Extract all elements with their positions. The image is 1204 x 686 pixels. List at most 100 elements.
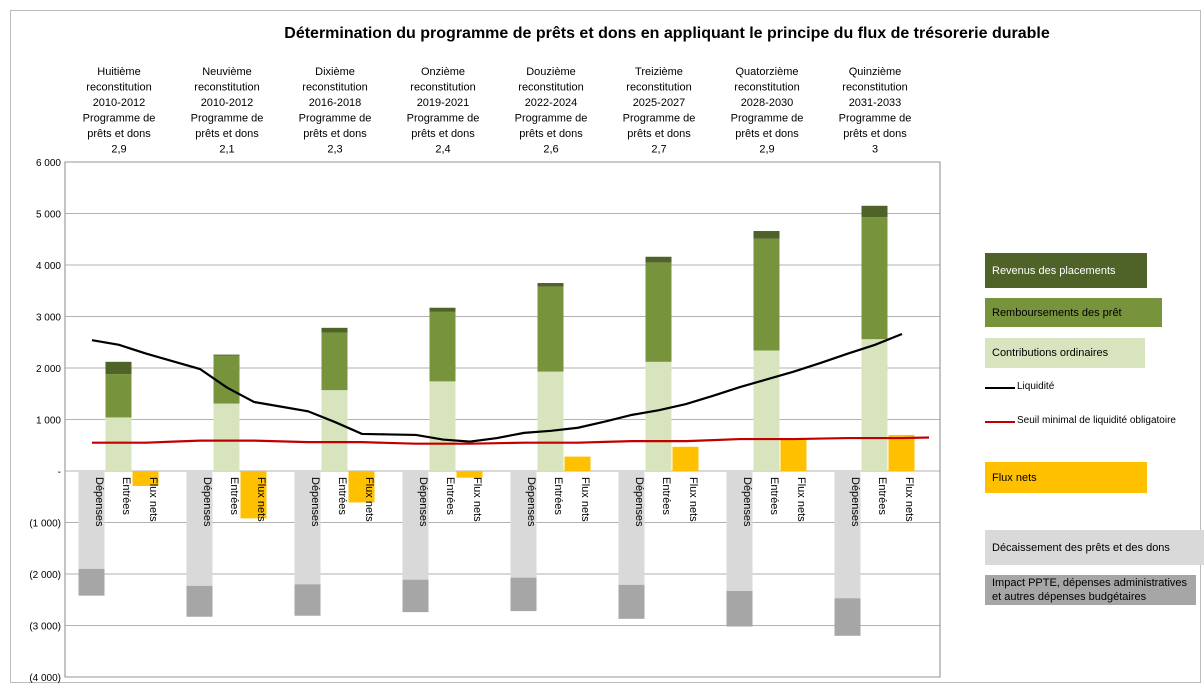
bar <box>510 577 537 612</box>
y-tick-label: 4 000 <box>36 261 61 272</box>
frame <box>10 10 1201 683</box>
bar <box>105 374 132 418</box>
x-tick-label: Flux nets <box>687 477 699 522</box>
bar <box>321 390 348 471</box>
bar <box>618 584 645 619</box>
bar <box>321 327 348 333</box>
bar <box>537 283 564 287</box>
bar <box>105 417 132 471</box>
y-tick-label: (1 000) <box>29 519 61 530</box>
x-tick-label: Dépenses <box>633 477 645 527</box>
bar <box>726 471 753 591</box>
bar <box>213 355 240 404</box>
x-tick-label: Dépenses <box>201 477 213 527</box>
y-tick-label: (2 000) <box>29 570 61 581</box>
bar <box>402 579 429 613</box>
group-label: prêts et dons <box>87 128 151 140</box>
group-label: 2,3 <box>327 144 342 156</box>
group-label: prêts et dons <box>411 128 475 140</box>
y-tick-label: 6 000 <box>36 158 61 169</box>
x-tick-label: Entrées <box>768 477 780 515</box>
group-label: 2031-2033 <box>849 97 902 109</box>
bar <box>672 446 699 471</box>
group-label: reconstitution <box>194 82 259 94</box>
x-tick-label: Flux nets <box>579 477 591 522</box>
legend-label: Décaissement des prêts et des dons <box>992 541 1170 554</box>
group-label: prêts et dons <box>195 128 259 140</box>
bar <box>537 371 564 471</box>
legend-entry: Seuil minimal de liquidité obligatoire <box>985 414 1185 444</box>
bar <box>78 471 105 569</box>
group-label: 2010-2012 <box>93 97 146 109</box>
bar <box>429 311 456 382</box>
group-label: Douzième <box>526 66 576 78</box>
group-label: 2010-2012 <box>201 97 254 109</box>
x-tick-label: Flux nets <box>363 477 375 522</box>
group-label: Programme de <box>191 113 264 125</box>
bar <box>645 262 672 362</box>
legend-label: Flux nets <box>992 471 1037 484</box>
bar <box>861 217 888 340</box>
group-label: Treizième <box>635 66 683 78</box>
bar <box>510 471 537 578</box>
legend-swatch <box>985 387 1015 389</box>
x-tick-label: Entrées <box>444 477 456 515</box>
group-label: reconstitution <box>734 82 799 94</box>
bar <box>861 205 888 218</box>
bar <box>105 361 132 375</box>
group-label: 2,6 <box>543 144 558 156</box>
x-tick-label: Entrées <box>876 477 888 515</box>
group-label: reconstitution <box>518 82 583 94</box>
group-label: 2,9 <box>759 144 774 156</box>
group-label: reconstitution <box>410 82 475 94</box>
group-label: prêts et dons <box>843 128 907 140</box>
group-label: prêts et dons <box>519 128 583 140</box>
line <box>91 332 903 443</box>
bar <box>186 471 213 586</box>
bar <box>132 471 159 486</box>
group-label: Quinzième <box>849 66 902 78</box>
x-tick-label: Dépenses <box>417 477 429 527</box>
group-label: Programme de <box>731 113 804 125</box>
x-tick-label: Flux nets <box>471 477 483 522</box>
group-label: reconstitution <box>86 82 151 94</box>
legend-entry: Impact PPTE, dépenses administratives et… <box>985 575 1196 605</box>
legend-entry: Revenus des placements <box>985 253 1147 288</box>
group-label: 2016-2018 <box>309 97 362 109</box>
x-tick-label: Flux nets <box>147 477 159 522</box>
bar <box>645 361 672 471</box>
legend-label: Contributions ordinaires <box>992 347 1109 359</box>
group-label: Onzième <box>421 66 465 78</box>
bar <box>537 286 564 372</box>
y-tick-label: 3 000 <box>36 313 61 324</box>
group-label: Programme de <box>407 113 480 125</box>
group-label: reconstitution <box>302 82 367 94</box>
legend-swatch <box>985 421 1015 423</box>
bar <box>834 598 861 636</box>
group-label: reconstitution <box>842 82 907 94</box>
bar <box>402 471 429 580</box>
bar <box>429 307 456 312</box>
group-label: 2,1 <box>219 144 234 156</box>
bar <box>780 439 807 471</box>
group-label: Programme de <box>623 113 696 125</box>
group-label: 2,7 <box>651 144 666 156</box>
legend-label: Remboursements des prêt <box>992 306 1122 319</box>
x-tick-label: Entrées <box>660 477 672 515</box>
group-label: 2,9 <box>111 144 126 156</box>
bar <box>348 471 375 503</box>
legend-label: Impact PPTE, dépenses administratives et… <box>992 577 1188 603</box>
bar <box>321 332 348 391</box>
y-tick-label: 5 000 <box>36 210 61 221</box>
group-label: Dixième <box>315 66 355 78</box>
legend-entry: Liquidité <box>985 380 1135 400</box>
group-label: 3 <box>872 144 878 156</box>
group-label: prêts et dons <box>303 128 367 140</box>
group-label: Programme de <box>515 113 588 125</box>
legend-label: Seuil minimal de liquidité obligatoire <box>1017 415 1176 426</box>
x-tick-label: Dépenses <box>741 477 753 527</box>
x-tick-label: Entrées <box>228 477 240 515</box>
bar <box>888 434 915 471</box>
y-tick-label: 1 000 <box>36 416 61 427</box>
